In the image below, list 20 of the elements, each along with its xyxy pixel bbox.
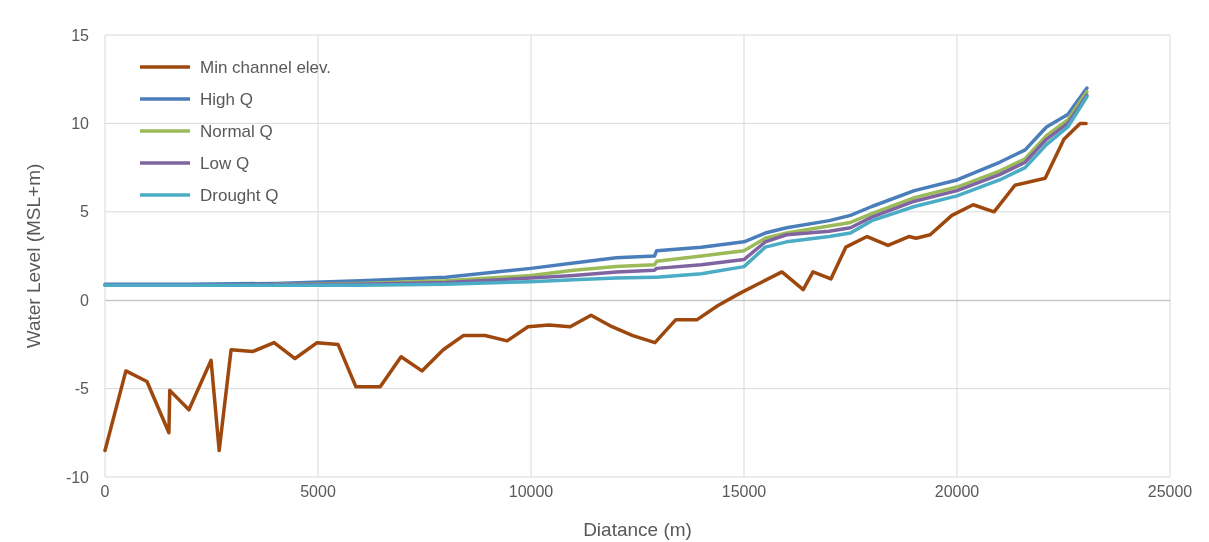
y-tick-label: 5 xyxy=(80,203,90,221)
legend-label: High Q xyxy=(200,90,253,109)
x-tick-label: 0 xyxy=(100,483,110,500)
y-tick-label: 15 xyxy=(71,26,90,44)
y-tick-label: -10 xyxy=(65,468,90,486)
legend-label: Low Q xyxy=(200,154,250,173)
legend-label: Min channel elev. xyxy=(200,58,332,77)
x-tick-label: 15000 xyxy=(721,483,767,500)
y-tick-label: 10 xyxy=(71,115,90,133)
legend-label: Drought Q xyxy=(200,186,279,205)
y-tick-label: -5 xyxy=(74,380,90,398)
x-tick-label: 5000 xyxy=(300,483,336,500)
x-tick-label: 10000 xyxy=(508,483,554,500)
x-tick-label: 20000 xyxy=(934,483,980,500)
legend-label: Normal Q xyxy=(200,122,273,141)
y-tick-label: 0 xyxy=(80,291,90,309)
line-series xyxy=(103,121,1088,453)
y-axis-title: Water Level (MSL+m) xyxy=(23,163,44,349)
x-axis-title: Diatance (m) xyxy=(583,519,692,540)
x-tick-label: 25000 xyxy=(1147,483,1193,500)
